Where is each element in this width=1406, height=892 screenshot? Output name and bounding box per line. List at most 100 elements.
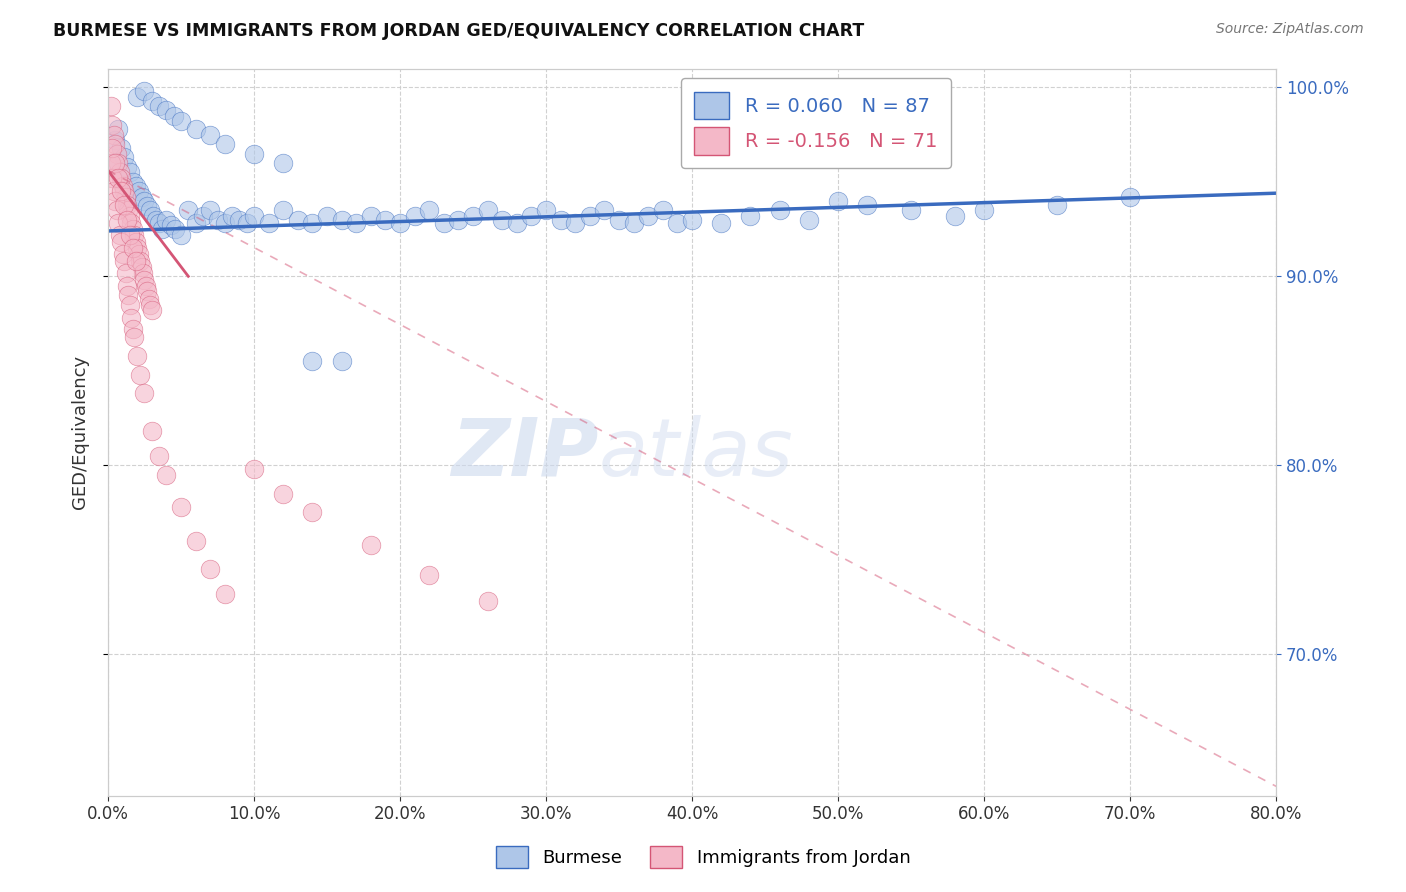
Point xyxy=(740,209,762,223)
Point xyxy=(797,212,820,227)
Point xyxy=(900,203,922,218)
Point xyxy=(118,298,141,312)
Point xyxy=(155,467,177,482)
Point xyxy=(666,216,689,230)
Point xyxy=(107,156,129,170)
Point xyxy=(135,278,157,293)
Point xyxy=(520,209,543,223)
Point xyxy=(111,246,134,260)
Point xyxy=(207,212,229,227)
Legend: R = 0.060   N = 87, R = -0.156   N = 71: R = 0.060 N = 87, R = -0.156 N = 71 xyxy=(681,78,950,169)
Point xyxy=(111,178,134,193)
Point xyxy=(100,99,122,113)
Point xyxy=(120,310,142,325)
Point xyxy=(108,165,131,179)
Point xyxy=(128,184,150,198)
Point xyxy=(360,209,382,223)
Point xyxy=(550,212,572,227)
Point xyxy=(121,222,143,236)
Point xyxy=(418,203,440,218)
Point xyxy=(301,354,323,368)
Point xyxy=(607,212,630,227)
Point xyxy=(120,216,142,230)
Point xyxy=(301,505,323,519)
Point xyxy=(104,137,127,152)
Point xyxy=(184,533,207,548)
Point xyxy=(105,203,128,218)
Text: BURMESE VS IMMIGRANTS FROM JORDAN GED/EQUIVALENCY CORRELATION CHART: BURMESE VS IMMIGRANTS FROM JORDAN GED/EQ… xyxy=(53,22,865,40)
Point xyxy=(257,216,280,230)
Point xyxy=(103,128,125,142)
Point xyxy=(134,84,156,98)
Point xyxy=(150,222,173,236)
Point xyxy=(184,122,207,136)
Point xyxy=(112,184,135,198)
Point xyxy=(214,587,236,601)
Point xyxy=(170,500,193,514)
Point xyxy=(117,203,139,218)
Point xyxy=(973,203,995,218)
Point xyxy=(145,212,167,227)
Point xyxy=(118,209,141,223)
Point xyxy=(943,209,966,223)
Point xyxy=(433,216,456,230)
Point xyxy=(141,303,163,318)
Legend: Burmese, Immigrants from Jordan: Burmese, Immigrants from Jordan xyxy=(485,835,921,879)
Point xyxy=(330,354,353,368)
Point xyxy=(228,212,250,227)
Point xyxy=(112,254,135,268)
Point xyxy=(769,203,792,218)
Point xyxy=(122,330,145,344)
Point xyxy=(117,288,139,302)
Point xyxy=(104,156,127,170)
Point xyxy=(170,114,193,128)
Point xyxy=(191,209,214,223)
Point xyxy=(118,165,141,179)
Point xyxy=(118,227,141,242)
Point xyxy=(110,171,132,186)
Point xyxy=(418,567,440,582)
Point xyxy=(104,194,127,208)
Point xyxy=(115,160,138,174)
Point xyxy=(637,209,659,223)
Point xyxy=(136,285,159,299)
Point xyxy=(125,254,148,268)
Point xyxy=(155,212,177,227)
Point xyxy=(115,212,138,227)
Y-axis label: GED/Equivalency: GED/Equivalency xyxy=(72,355,89,509)
Point xyxy=(243,462,266,476)
Point xyxy=(114,190,136,204)
Point xyxy=(107,216,129,230)
Point xyxy=(112,150,135,164)
Text: ZIP: ZIP xyxy=(451,415,599,493)
Point xyxy=(112,197,135,211)
Point xyxy=(506,216,529,230)
Point xyxy=(235,216,257,230)
Point xyxy=(593,203,616,218)
Point xyxy=(271,203,294,218)
Point xyxy=(127,349,149,363)
Point xyxy=(316,209,339,223)
Point xyxy=(115,278,138,293)
Point xyxy=(129,368,152,382)
Point xyxy=(1119,190,1142,204)
Point xyxy=(134,194,156,208)
Point xyxy=(184,216,207,230)
Point xyxy=(134,273,156,287)
Point xyxy=(271,156,294,170)
Point xyxy=(107,171,129,186)
Point xyxy=(103,184,125,198)
Point xyxy=(132,266,155,280)
Point xyxy=(101,118,124,132)
Point xyxy=(200,562,222,576)
Point xyxy=(243,146,266,161)
Point xyxy=(138,292,160,306)
Point xyxy=(710,216,733,230)
Point xyxy=(121,175,143,189)
Point xyxy=(221,209,243,223)
Point xyxy=(107,122,129,136)
Point xyxy=(491,212,513,227)
Point xyxy=(101,171,124,186)
Text: Source: ZipAtlas.com: Source: ZipAtlas.com xyxy=(1216,22,1364,37)
Point xyxy=(141,94,163,108)
